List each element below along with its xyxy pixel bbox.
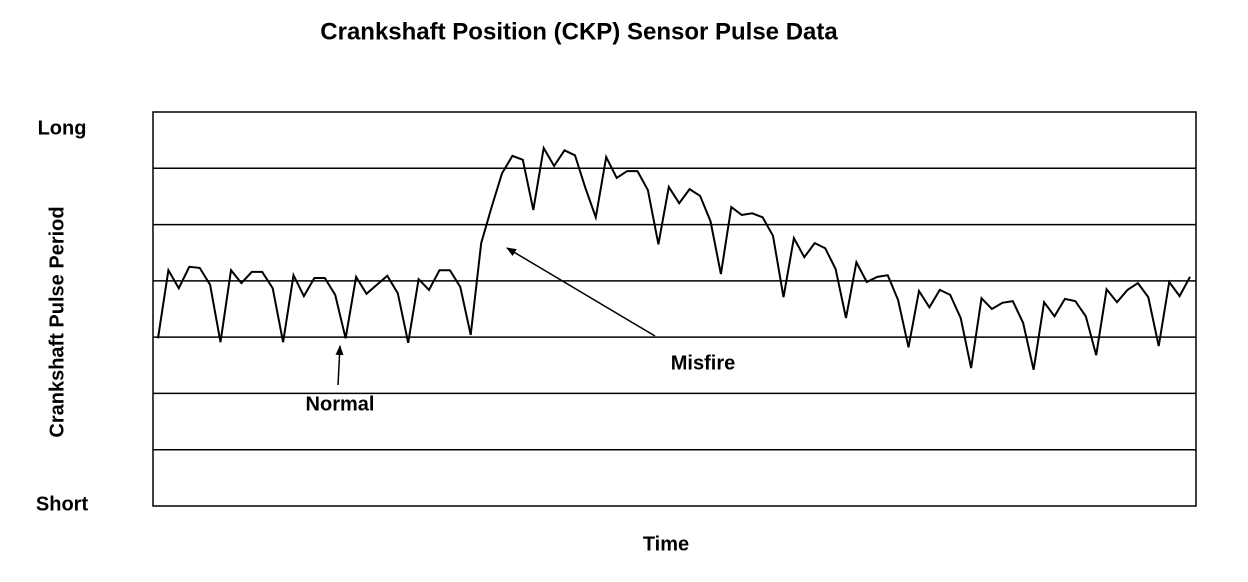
chart-title: Crankshaft Position (CKP) Sensor Pulse D… [320, 18, 838, 45]
annotation-arrow [506, 247, 656, 337]
annotation-arrow [335, 345, 344, 386]
x-axis-label: Time [643, 533, 689, 555]
data-line [157, 145, 1191, 371]
plot-frame [152, 111, 1197, 507]
annotation: Normal [306, 393, 375, 415]
y-axis-label: Crankshaft Pulse Period [46, 206, 68, 437]
annotation: Misfire [671, 352, 735, 374]
y-tick-label: Short [36, 493, 89, 515]
y-tick-label: Long [38, 117, 87, 139]
